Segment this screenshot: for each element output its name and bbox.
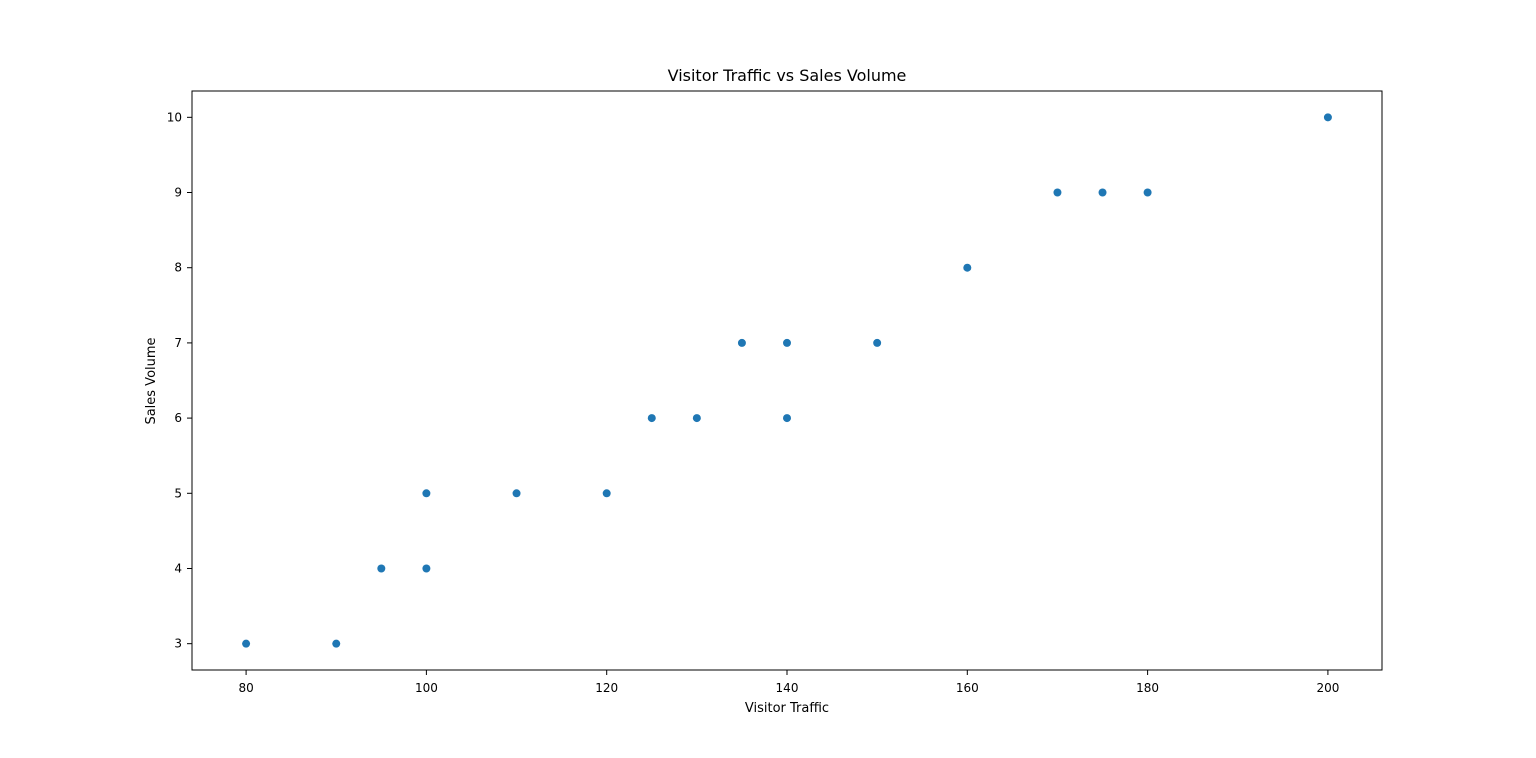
data-point — [963, 263, 972, 272]
data-point — [737, 338, 746, 347]
y-tick-label: 3 — [174, 637, 182, 651]
data-point — [377, 564, 386, 573]
plot-area — [191, 90, 1383, 671]
x-tick-label: 180 — [1136, 681, 1159, 695]
data-point — [1098, 188, 1107, 197]
data-point — [783, 338, 791, 347]
chart-title: Visitor Traffic vs Sales Volume — [668, 66, 907, 85]
y-tick-label: 6 — [174, 411, 182, 425]
data-point — [1143, 188, 1152, 197]
y-axis-label: Sales Volume — [144, 337, 159, 424]
y-tick-label: 7 — [174, 336, 182, 350]
data-point — [512, 489, 521, 498]
y-axis-ticks: 3 4 5 6 7 8 9 10 — [167, 110, 192, 651]
data-point — [602, 489, 611, 498]
x-tick-label: 100 — [415, 681, 438, 695]
x-tick-label: 120 — [595, 681, 618, 695]
data-points — [242, 113, 1332, 648]
plot-frame — [191, 90, 1383, 671]
data-point — [242, 639, 251, 648]
x-axis-label: Visitor Traffic — [745, 701, 829, 716]
x-tick-label: 140 — [776, 681, 799, 695]
data-point — [783, 414, 791, 423]
data-point — [1053, 188, 1062, 197]
x-tick-label: 200 — [1316, 681, 1339, 695]
y-tick-label: 5 — [174, 486, 182, 500]
x-axis-ticks: 80 100 120 140 160 180 200 — [238, 670, 1339, 695]
data-point — [692, 414, 701, 423]
data-point — [422, 489, 431, 498]
y-tick-label: 8 — [174, 261, 182, 275]
data-point — [647, 414, 656, 423]
data-point — [422, 564, 431, 573]
y-tick-label: 10 — [167, 110, 182, 124]
x-tick-label: 160 — [956, 681, 979, 695]
data-point — [873, 338, 882, 347]
data-point — [332, 639, 341, 648]
x-tick-label: 80 — [238, 681, 253, 695]
y-tick-label: 4 — [174, 561, 182, 575]
data-point — [1323, 113, 1332, 122]
y-tick-label: 9 — [174, 186, 182, 200]
